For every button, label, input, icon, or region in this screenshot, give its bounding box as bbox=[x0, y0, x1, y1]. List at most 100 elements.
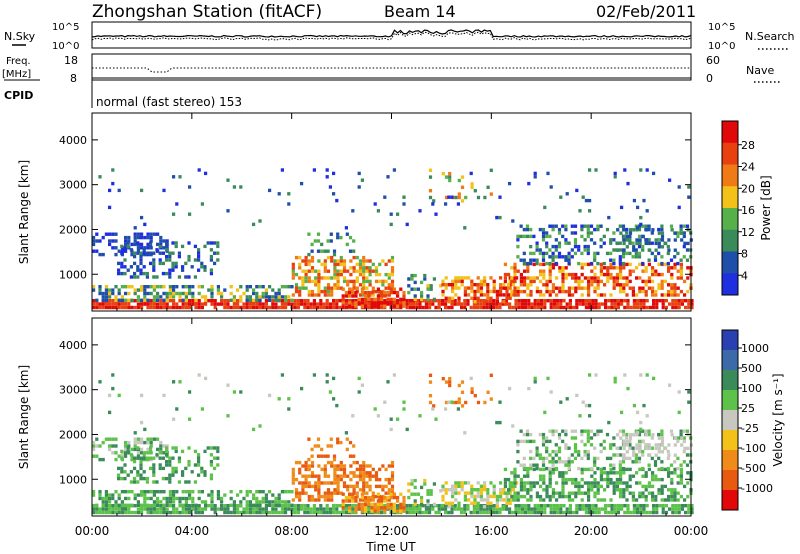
power-cell bbox=[326, 289, 331, 294]
velocity-cell bbox=[384, 477, 388, 482]
velocity-cell bbox=[580, 456, 584, 461]
velocity-cell bbox=[567, 446, 571, 450]
power-cell bbox=[139, 254, 143, 259]
power-cell bbox=[589, 231, 594, 235]
velocity-cell bbox=[210, 500, 214, 504]
power-cell bbox=[291, 293, 295, 297]
velocity-cell bbox=[304, 484, 308, 489]
power-cell bbox=[564, 238, 568, 242]
velocity-cell bbox=[573, 443, 578, 447]
velocity-cell bbox=[123, 470, 127, 474]
velocity-cell bbox=[277, 496, 281, 501]
power-cell bbox=[690, 299, 694, 303]
power-cell bbox=[114, 305, 118, 310]
velocity-cell bbox=[149, 437, 153, 441]
velocity-cell bbox=[510, 484, 514, 489]
power-cell bbox=[444, 286, 448, 290]
velocity-cell bbox=[527, 386, 531, 391]
power-cell bbox=[574, 276, 578, 280]
velocity-cell bbox=[507, 477, 511, 482]
velocity-cell bbox=[514, 504, 518, 508]
power-cell bbox=[323, 269, 327, 273]
velocity-cell bbox=[416, 492, 420, 496]
power-cell bbox=[371, 293, 375, 297]
power-cell bbox=[557, 231, 562, 235]
power-cell bbox=[647, 238, 651, 242]
velocity-cell bbox=[580, 432, 584, 437]
velocity-cell bbox=[418, 507, 422, 511]
velocity-cell bbox=[271, 507, 275, 511]
power-cell bbox=[536, 299, 540, 303]
velocity-cell bbox=[562, 504, 566, 508]
velocity-cell bbox=[642, 507, 646, 511]
power-cell bbox=[333, 286, 337, 290]
velocity-cell bbox=[277, 503, 281, 507]
power-cell bbox=[609, 262, 613, 267]
velocity-cell bbox=[647, 484, 651, 489]
power-cell bbox=[325, 305, 329, 310]
power-cell bbox=[483, 195, 487, 200]
velocity-cell bbox=[171, 466, 175, 471]
power-cell bbox=[229, 305, 233, 310]
velocity-cell bbox=[588, 373, 592, 377]
velocity-cell bbox=[120, 456, 124, 460]
power-cell bbox=[374, 279, 379, 284]
power-cell bbox=[367, 305, 371, 310]
velocity-cell bbox=[209, 463, 213, 467]
velocity-cell bbox=[567, 498, 571, 502]
power-cell bbox=[645, 299, 649, 303]
power-cell bbox=[181, 265, 185, 269]
velocity-cell bbox=[634, 460, 638, 464]
velocity-cell bbox=[657, 467, 661, 472]
x-axis-label: Time UT bbox=[365, 540, 416, 554]
velocity-cell bbox=[463, 498, 467, 502]
velocity-cell bbox=[599, 449, 603, 454]
power-cell bbox=[548, 261, 552, 266]
power-cell bbox=[140, 298, 144, 302]
velocity-cell bbox=[187, 480, 191, 484]
velocity-cell bbox=[564, 477, 568, 482]
velocity-cell bbox=[561, 429, 565, 433]
power-cell bbox=[567, 251, 571, 256]
power-cell bbox=[679, 276, 683, 280]
power-cell bbox=[399, 304, 403, 308]
velocity-cell bbox=[502, 505, 506, 509]
velocity-cell bbox=[670, 491, 674, 495]
power-cell bbox=[264, 291, 268, 296]
power-cell bbox=[460, 305, 464, 310]
velocity-cell bbox=[432, 482, 436, 486]
power-cell bbox=[663, 262, 667, 267]
velocity-cell bbox=[599, 429, 603, 433]
power-cell bbox=[670, 286, 674, 290]
velocity-cell bbox=[314, 484, 318, 489]
power-cell bbox=[124, 239, 128, 243]
power-cell bbox=[644, 266, 648, 270]
velocity-cell bbox=[618, 463, 622, 467]
power-cell bbox=[124, 249, 128, 253]
velocity-cell bbox=[371, 498, 375, 502]
velocity-cell bbox=[248, 490, 252, 494]
velocity-cell bbox=[636, 510, 640, 515]
power-cell bbox=[661, 302, 665, 306]
power-cell bbox=[635, 238, 639, 242]
power-cell bbox=[367, 297, 371, 302]
power-cell bbox=[441, 279, 445, 283]
velocity-cell bbox=[619, 494, 623, 499]
power-cell bbox=[532, 279, 536, 284]
power-cell bbox=[668, 178, 672, 182]
power-cell bbox=[539, 279, 543, 284]
power-cell bbox=[149, 235, 153, 240]
velocity-cell bbox=[360, 502, 364, 507]
power-cell bbox=[562, 305, 566, 310]
velocity-cell bbox=[98, 496, 102, 501]
velocity-cell bbox=[516, 460, 520, 464]
power-cell bbox=[149, 291, 153, 296]
velocity-cell bbox=[683, 446, 687, 451]
velocity-cell bbox=[574, 491, 578, 495]
power-cell bbox=[325, 175, 329, 179]
velocity-cell bbox=[133, 440, 137, 445]
velocity-cell bbox=[520, 510, 524, 515]
velocity-cell bbox=[352, 444, 356, 448]
velocity-cell bbox=[149, 446, 153, 450]
velocity-cell bbox=[252, 427, 256, 432]
